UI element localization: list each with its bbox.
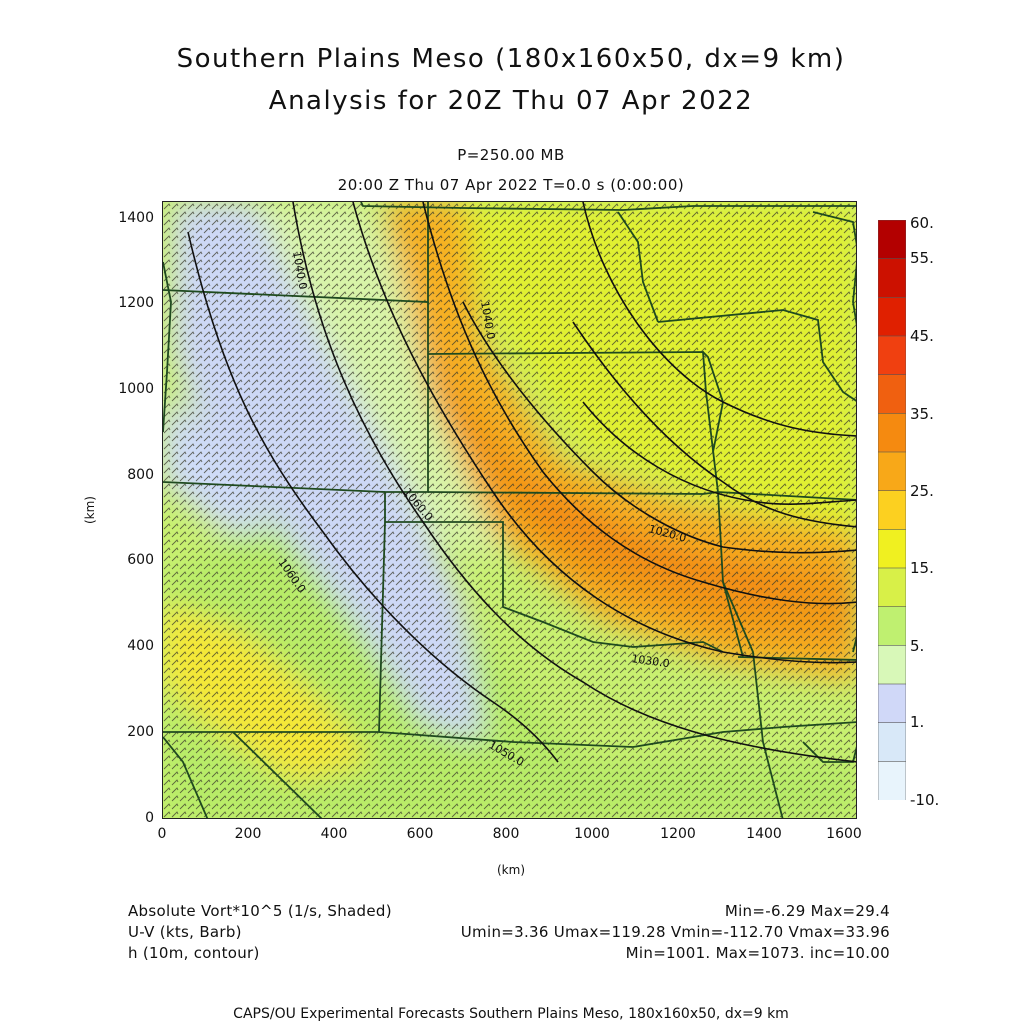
- y-tick-label: 1200: [118, 295, 154, 311]
- colorbar-swatch: [877, 451, 907, 492]
- colorbar-swatch: [877, 606, 907, 647]
- y-tick-label: 400: [127, 638, 154, 654]
- colorbar-svg: [877, 219, 907, 801]
- x-tick-label: 1600: [826, 826, 862, 842]
- colorbar-swatch: [877, 722, 907, 763]
- colorbar-swatch: [877, 490, 907, 531]
- colorbar-swatch: [877, 683, 907, 724]
- height-contours: [187, 202, 856, 763]
- colorbar-label: 1.: [910, 713, 925, 731]
- info-wind-range: Umin=3.36 Umax=119.28 Vmin=-112.70 Vmax=…: [460, 923, 890, 941]
- map-title: Southern Plains Meso (180x160x50, dx=9 k…: [176, 44, 846, 74]
- x-tick-label: 600: [406, 826, 434, 842]
- colorbar-label: 15.: [910, 559, 934, 577]
- colorbar-label: 35.: [910, 405, 934, 423]
- y-tick-label: 0: [145, 810, 154, 826]
- colorbar-swatch: [877, 529, 907, 569]
- colorbar: [877, 219, 907, 801]
- colorbar-swatch: [877, 645, 907, 685]
- map-subtitle: Analysis for 20Z Thu 07 Apr 2022: [268, 86, 754, 116]
- colorbar-swatch: [877, 413, 907, 453]
- colorbar-label: 45.: [910, 327, 934, 345]
- colorbar-swatch: [877, 761, 907, 801]
- colorbar-swatch: [877, 297, 907, 337]
- info-wind-label: U-V (kts, Barb): [128, 923, 242, 941]
- y-tick-label: 1400: [118, 210, 154, 226]
- x-tick-label: 1000: [574, 826, 610, 842]
- info-height-range: Min=1001. Max=1073. inc=10.00: [625, 944, 890, 962]
- y-tick-label: 1000: [118, 381, 154, 397]
- info-height-label: h (10m, contour): [128, 944, 260, 962]
- x-tick-label: 800: [492, 826, 520, 842]
- map-plot-area: 1040.0 1060.0 1060.0 1050.0 1020.0 1040.…: [162, 201, 857, 819]
- colorbar-swatch: [877, 335, 907, 376]
- colorbar-swatch: [877, 258, 907, 299]
- y-axis-label: (km): [83, 495, 98, 525]
- footer-credit: CAPS/OU Experimental Forecasts Southern …: [233, 1006, 789, 1022]
- y-tick-label: 200: [127, 724, 154, 740]
- x-axis-label: (km): [497, 863, 526, 877]
- x-tick-label: 200: [234, 826, 262, 842]
- x-tick-label: 1400: [746, 826, 782, 842]
- y-tick-label: 800: [127, 467, 154, 483]
- colorbar-label: -10.: [910, 791, 940, 809]
- x-tick-label: 400: [320, 826, 348, 842]
- valid-time: 20:00 Z Thu 07 Apr 2022 T=0.0 s (0:00:00…: [337, 176, 685, 194]
- y-tick-label: 600: [127, 552, 154, 568]
- x-tick-label: 1200: [660, 826, 696, 842]
- colorbar-swatch: [877, 374, 907, 415]
- colorbar-swatch: [877, 567, 907, 608]
- colorbar-label: 5.: [910, 637, 925, 655]
- colorbar-label: 60.: [910, 214, 934, 232]
- colorbar-swatch: [877, 219, 907, 260]
- map-field-svg: 1040.0 1060.0 1060.0 1050.0 1020.0 1040.…: [163, 202, 856, 818]
- contour-label: 1030.0: [631, 652, 671, 670]
- x-tick-label: 0: [157, 826, 167, 842]
- colorbar-label: 55.: [910, 249, 934, 267]
- colorbar-label: 25.: [910, 482, 934, 500]
- info-vorticity-range: Min=-6.29 Max=29.4: [724, 902, 890, 920]
- wind-barbs: [163, 202, 856, 818]
- pressure-level: P=250.00 MB: [457, 146, 565, 164]
- info-vorticity-label: Absolute Vort*10^5 (1/s, Shaded): [128, 902, 392, 920]
